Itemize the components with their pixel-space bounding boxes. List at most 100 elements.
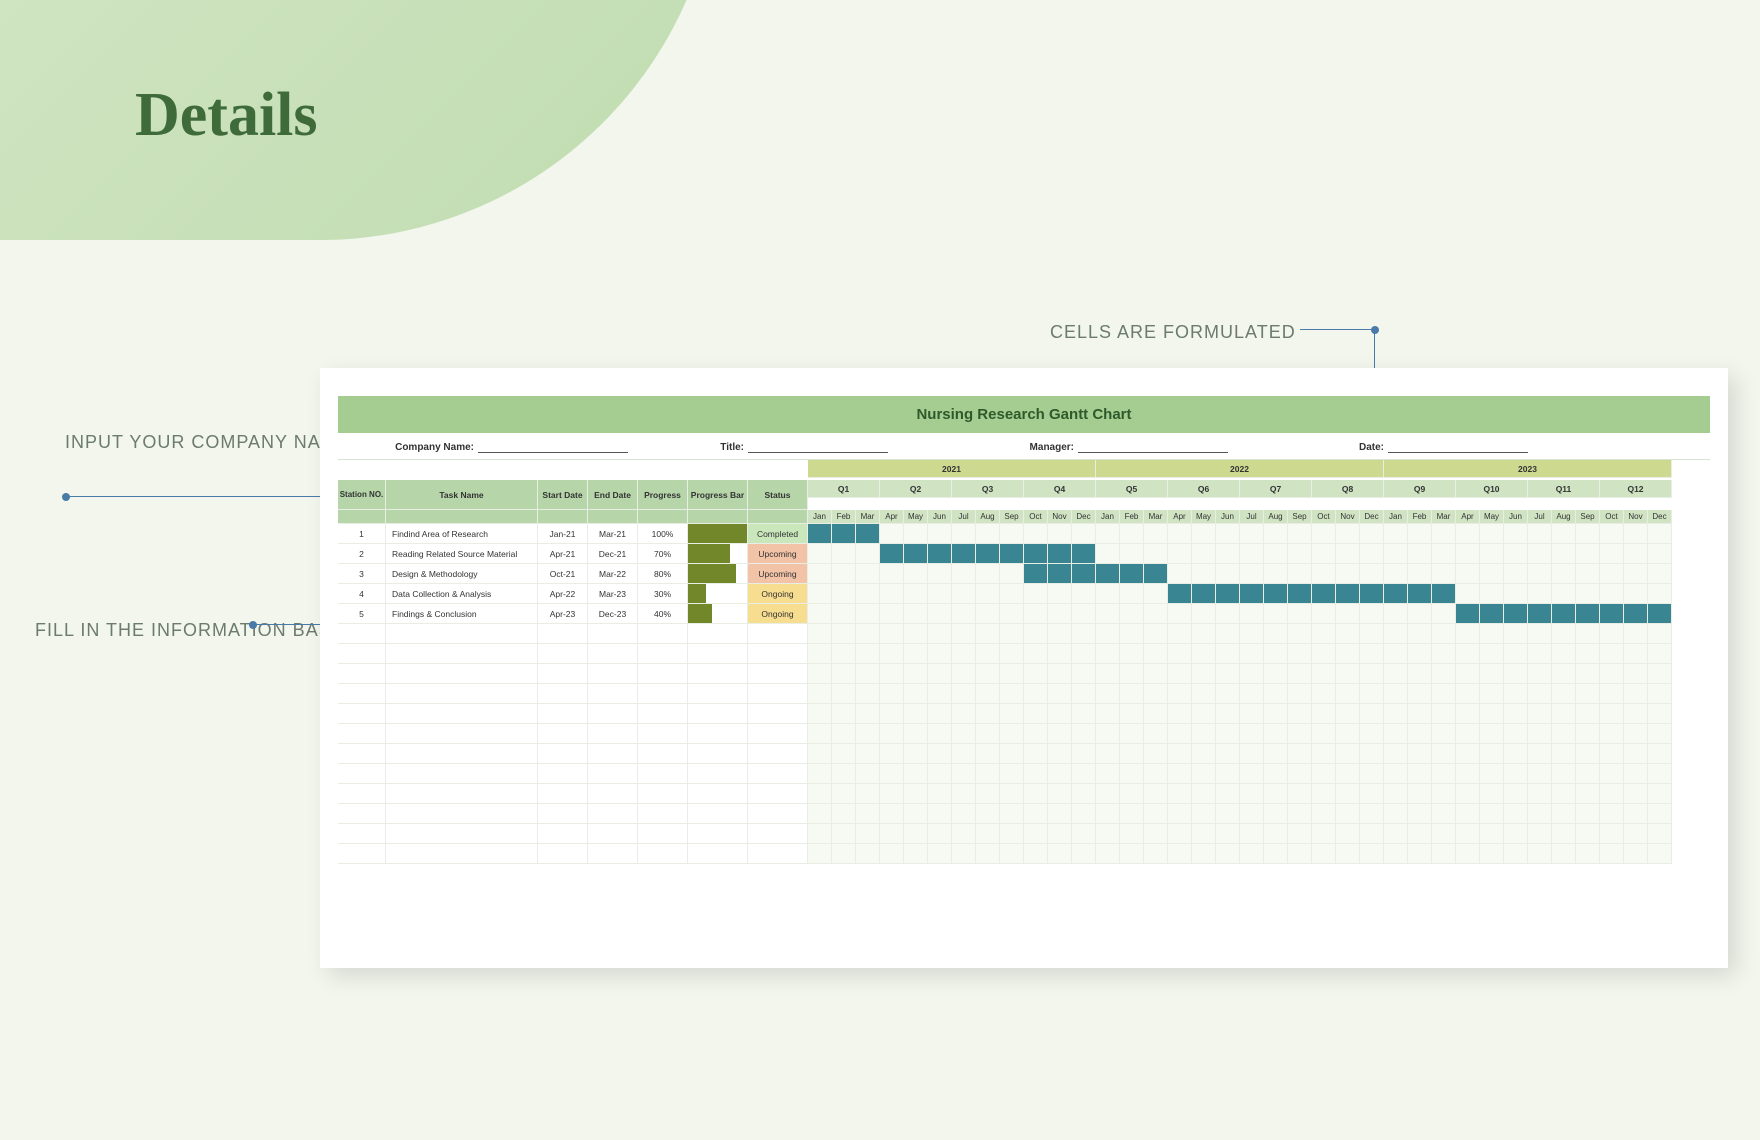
month-header: Mar	[1432, 510, 1456, 524]
month-header: Jun	[1216, 510, 1240, 524]
quarter-header: Q6	[1168, 480, 1240, 498]
gantt-empty-cell	[1528, 524, 1552, 544]
gantt-empty-cell	[1072, 584, 1096, 604]
gantt-bar-cell	[856, 524, 880, 544]
gantt-empty-cell	[976, 564, 1000, 584]
gantt-bar-cell	[1432, 584, 1456, 604]
month-header: Jan	[1096, 510, 1120, 524]
gantt-empty-cell	[1168, 564, 1192, 584]
gantt-grid: 202120222023Station NO.Task NameStart Da…	[338, 459, 1710, 864]
gantt-empty-cell	[808, 604, 832, 624]
gantt-empty-cell	[1312, 524, 1336, 544]
gantt-empty-cell	[1408, 564, 1432, 584]
progress-bar	[688, 544, 748, 564]
gantt-empty-cell	[808, 544, 832, 564]
status-badge: Ongoing	[748, 604, 808, 624]
gantt-empty-cell	[952, 524, 976, 544]
task-name: Reading Related Source Material	[386, 544, 538, 564]
gantt-bar-cell	[880, 544, 904, 564]
spreadsheet: Nursing Research Gantt Chart Company Nam…	[320, 368, 1728, 968]
gantt-empty-cell	[1264, 524, 1288, 544]
month-header: Jun	[1504, 510, 1528, 524]
gantt-empty-cell	[832, 564, 856, 584]
gantt-empty-cell	[1096, 604, 1120, 624]
gantt-empty-cell	[1240, 524, 1264, 544]
gantt-bar-cell	[1072, 564, 1096, 584]
gantt-empty-cell	[1288, 564, 1312, 584]
gantt-empty-cell	[1048, 604, 1072, 624]
gantt-empty-cell	[1552, 544, 1576, 564]
gantt-empty-cell	[1600, 584, 1624, 604]
gantt-empty-cell	[1240, 544, 1264, 564]
gantt-bar-cell	[1168, 584, 1192, 604]
gantt-empty-cell	[1480, 584, 1504, 604]
gantt-empty-cell	[1528, 544, 1552, 564]
month-header: Jul	[1240, 510, 1264, 524]
gantt-empty-cell	[1504, 564, 1528, 584]
quarter-header: Q1	[808, 480, 880, 498]
progress-bar	[688, 524, 748, 544]
gantt-empty-cell	[1048, 584, 1072, 604]
gantt-empty-cell	[1072, 524, 1096, 544]
gantt-empty-cell	[1120, 584, 1144, 604]
gantt-bar-cell	[1528, 604, 1552, 624]
gantt-bar-cell	[1120, 564, 1144, 584]
gantt-empty-cell	[1408, 604, 1432, 624]
gantt-empty-cell	[832, 584, 856, 604]
gantt-empty-cell	[904, 604, 928, 624]
col-header: Status	[748, 480, 808, 510]
gantt-empty-cell	[904, 584, 928, 604]
gantt-bar-cell	[1000, 544, 1024, 564]
gantt-empty-cell	[1432, 544, 1456, 564]
month-header: Dec	[1360, 510, 1384, 524]
gantt-empty-cell	[1048, 524, 1072, 544]
col-header: Task Name	[386, 480, 538, 510]
gantt-bar-cell	[952, 544, 976, 564]
gantt-empty-cell	[1576, 564, 1600, 584]
gantt-bar-cell	[1336, 584, 1360, 604]
status-badge: Ongoing	[748, 584, 808, 604]
gantt-empty-cell	[880, 524, 904, 544]
gantt-bar-cell	[1624, 604, 1648, 624]
gantt-empty-cell	[1120, 544, 1144, 564]
gantt-bar-cell	[1312, 584, 1336, 604]
gantt-bar-cell	[1216, 584, 1240, 604]
gantt-empty-cell	[1288, 524, 1312, 544]
year-header: 2023	[1384, 460, 1672, 478]
month-header: Jun	[928, 510, 952, 524]
gantt-empty-cell	[1456, 584, 1480, 604]
task-name: Data Collection & Analysis	[386, 584, 538, 604]
gantt-empty-cell	[1144, 584, 1168, 604]
gantt-empty-cell	[1312, 604, 1336, 624]
gantt-empty-cell	[928, 604, 952, 624]
gantt-empty-cell	[1144, 524, 1168, 544]
status-badge: Upcoming	[748, 564, 808, 584]
gantt-empty-cell	[1408, 544, 1432, 564]
gantt-bar-cell	[1384, 584, 1408, 604]
gantt-empty-cell	[1648, 584, 1672, 604]
gantt-empty-cell	[1480, 544, 1504, 564]
gantt-empty-cell	[1264, 604, 1288, 624]
gantt-empty-cell	[976, 584, 1000, 604]
col-header: Start Date	[538, 480, 588, 510]
gantt-empty-cell	[1648, 544, 1672, 564]
month-header: Feb	[832, 510, 856, 524]
progress-bar	[688, 564, 748, 584]
month-header: Apr	[1168, 510, 1192, 524]
gantt-empty-cell	[1528, 564, 1552, 584]
gantt-empty-cell	[952, 584, 976, 604]
gantt-empty-cell	[1336, 564, 1360, 584]
month-header: Sep	[1576, 510, 1600, 524]
gantt-empty-cell	[1120, 524, 1144, 544]
gantt-empty-cell	[928, 564, 952, 584]
year-header: 2021	[808, 460, 1096, 478]
gantt-bar-cell	[1072, 544, 1096, 564]
label-date: Date:	[1359, 442, 1384, 453]
gantt-empty-cell	[1240, 564, 1264, 584]
month-header: Dec	[1648, 510, 1672, 524]
month-header: May	[1480, 510, 1504, 524]
quarter-header: Q12	[1600, 480, 1672, 498]
gantt-empty-cell	[1264, 544, 1288, 564]
gantt-bar-cell	[976, 544, 1000, 564]
label-title: Title:	[720, 442, 744, 453]
